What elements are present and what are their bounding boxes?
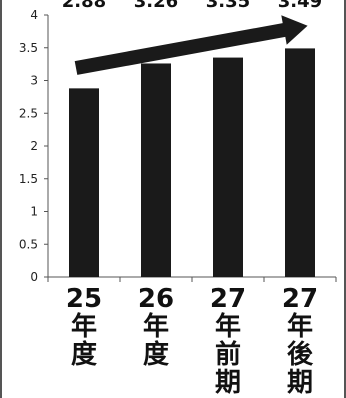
label-layer: 00.511.522.533.542.8825年度3.2626年度3.3527年… <box>19 0 322 398</box>
category-label: 期 <box>287 368 313 398</box>
category-label: 年 <box>287 311 313 342</box>
category-label: 期 <box>215 368 241 398</box>
y-tick-label: 3.5 <box>19 41 38 55</box>
y-tick-label: 3 <box>30 74 38 88</box>
trend-arrow-icon <box>74 15 308 75</box>
category-label: 27 <box>282 284 318 314</box>
bar <box>213 57 243 278</box>
bar-layer <box>69 48 315 278</box>
bar <box>69 88 99 277</box>
y-tick-label: 4 <box>30 8 38 22</box>
category-label: 年 <box>71 311 97 342</box>
category-label: 度 <box>143 339 169 370</box>
category-label: 26 <box>138 284 174 314</box>
category-label: 25 <box>66 284 102 314</box>
bar <box>141 63 171 277</box>
category-label: 度 <box>71 339 97 370</box>
y-tick-label: 0 <box>30 270 38 284</box>
trend-arrow-layer <box>74 15 308 75</box>
category-label: 27 <box>210 284 246 314</box>
data-label: 3.26 <box>134 0 178 12</box>
category-label: 年 <box>143 311 169 342</box>
category-label: 前 <box>215 339 241 370</box>
category-label: 年 <box>215 311 241 342</box>
y-tick-label: 2.5 <box>19 106 38 120</box>
y-tick-label: 1 <box>30 205 38 219</box>
bar <box>285 48 315 277</box>
data-label: 3.49 <box>278 0 322 12</box>
data-label: 2.88 <box>62 0 106 12</box>
category-label: 後 <box>287 339 314 370</box>
y-tick-label: 2 <box>30 139 38 153</box>
data-label: 3.35 <box>206 0 250 12</box>
y-tick-label: 0.5 <box>19 237 38 251</box>
y-tick-label: 1.5 <box>19 172 38 186</box>
